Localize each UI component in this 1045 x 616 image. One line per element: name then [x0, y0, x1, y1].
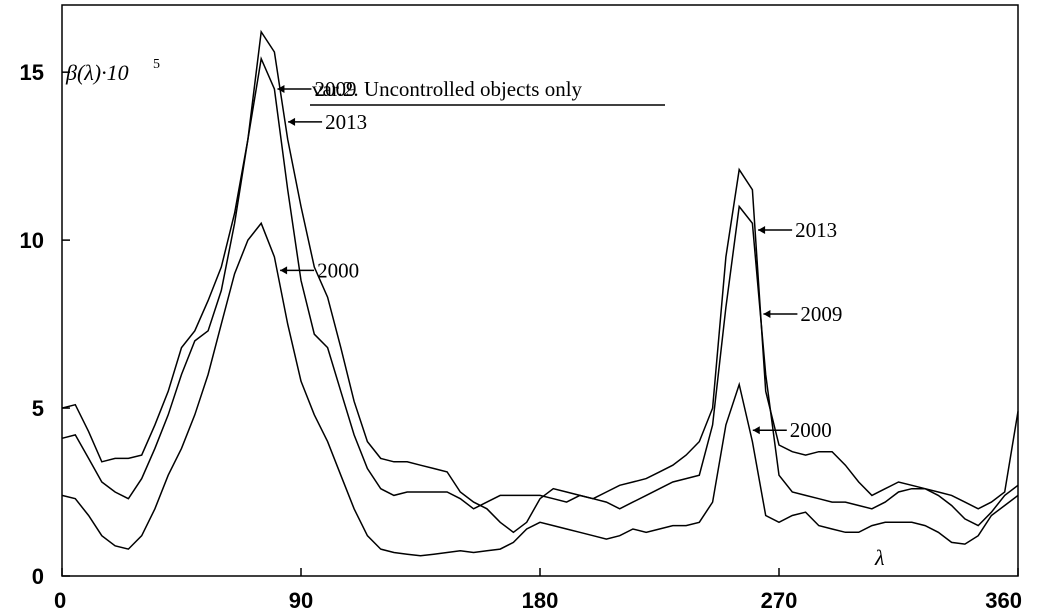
annotation-label: 2013 [795, 218, 837, 242]
annotation-arrowhead [288, 117, 296, 126]
annotation-label: 2000 [317, 258, 359, 282]
line-series [61, 56, 1019, 527]
annotation-label: 2009 [800, 302, 842, 326]
y-tick-label: 0 [32, 564, 44, 589]
line-series [61, 29, 1019, 534]
x-tick-label: 360 [985, 588, 1022, 613]
y-axis-label: β(λ)·10 [65, 60, 129, 85]
line-series [61, 221, 1019, 557]
x-tick-label: 180 [522, 588, 559, 613]
annotation-label: 2009 [314, 77, 356, 101]
annotation-label: 2000 [790, 418, 832, 442]
y-axis-label-exponent: 5 [153, 57, 160, 72]
x-axis-label: λ [874, 545, 885, 570]
annotation-arrowhead [280, 266, 288, 275]
y-tick-label: 10 [20, 228, 44, 253]
chart-title: var.2. Uncontrolled objects only [312, 77, 583, 101]
annotation-arrowhead [758, 226, 766, 235]
y-tick-label: 5 [32, 396, 44, 421]
x-tick-label: 0 [54, 588, 66, 613]
x-tick-label: 90 [289, 588, 313, 613]
x-tick-label: 270 [761, 588, 798, 613]
annotation-arrowhead [277, 84, 285, 93]
annotation-arrowhead [752, 426, 760, 435]
annotation-label: 2013 [325, 110, 367, 134]
y-tick-label: 15 [20, 60, 44, 85]
annotation-arrowhead [763, 310, 771, 319]
